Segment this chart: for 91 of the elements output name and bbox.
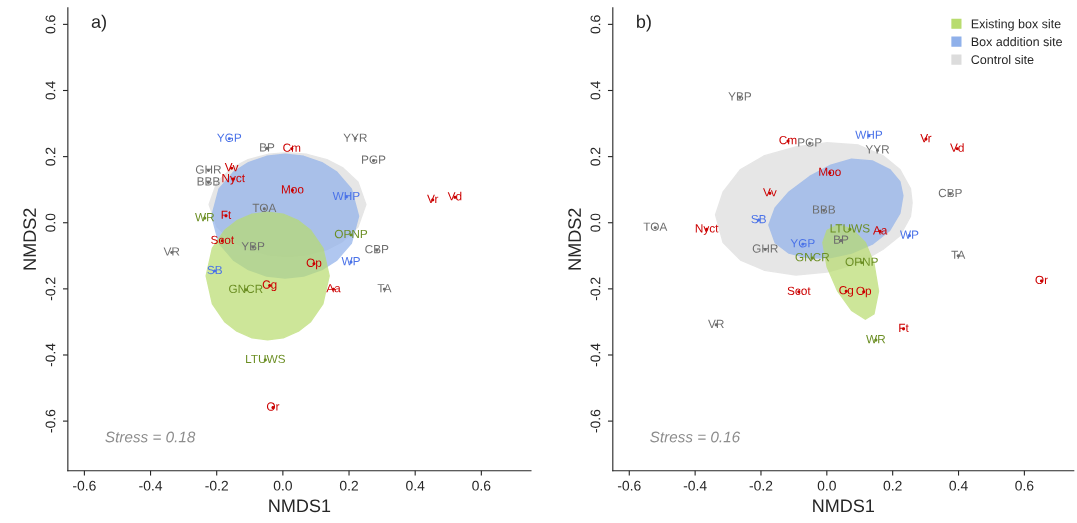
data-label: YGP [217, 133, 242, 142]
y-tick-label: 0.2 [45, 147, 56, 166]
data-label: GHR [752, 244, 778, 253]
y-tick-label: -0.2 [45, 277, 56, 301]
annotation: Stress = 0.18 [105, 431, 196, 443]
data-label: LTUWS [830, 224, 870, 233]
data-label: CBP [365, 244, 389, 254]
x-tick-label: 0.4 [949, 480, 968, 491]
x-tick-label: -0.2 [205, 480, 228, 491]
data-label: PGP [362, 155, 386, 164]
x-tick-label: 0.6 [472, 480, 491, 491]
data-label: YGP [790, 239, 815, 248]
x-tick-label: -0.6 [73, 480, 96, 491]
data-label: Vv [224, 163, 239, 172]
data-label: WP [900, 230, 919, 239]
data-label: BBB [197, 177, 220, 186]
data-label: Op [856, 286, 872, 298]
data-label: Aa [326, 284, 341, 293]
data-label: GHR [195, 165, 222, 174]
y-tick-label: 0.6 [590, 15, 601, 34]
data-label: Cm [779, 135, 797, 145]
x-tick-label: 0.2 [883, 480, 902, 491]
x-axis-title: NMDS1 [813, 499, 875, 513]
chart-title: a) [91, 14, 106, 32]
data-label: TOA [252, 203, 277, 213]
x-axis-title: NMDS1 [269, 499, 331, 513]
data-label: Vv [763, 188, 777, 197]
data-label: BP [834, 235, 849, 244]
data-label: TA [951, 250, 966, 259]
y-tick-label: 0.0 [590, 213, 601, 232]
legend-label: Existing box site [971, 19, 1061, 31]
x-tick-label: -0.4 [683, 480, 707, 491]
y-tick-label: 0.4 [45, 81, 56, 100]
data-label: Moo [819, 167, 841, 176]
data-label: Aa [872, 226, 888, 235]
data-label: Cg [839, 285, 854, 297]
data-label: Vd [447, 191, 462, 201]
y-axis-title: NMDS2 [23, 208, 37, 270]
data-label: VR [163, 247, 180, 256]
data-label: Nyct [222, 174, 245, 185]
y-tick-label: -0.2 [590, 277, 601, 301]
annotation: Stress = 0.16 [650, 431, 741, 443]
data-label: Cg [262, 280, 277, 292]
data-label: WHP [855, 130, 883, 139]
data-label: OPNP [334, 229, 368, 239]
y-axis-title: NMDS2 [568, 208, 582, 270]
y-tick-label: -0.6 [590, 409, 601, 433]
data-label: Scot [787, 286, 811, 296]
data-label: VR [708, 319, 724, 328]
data-label: YYR [865, 145, 890, 154]
data-label: WP [341, 257, 360, 266]
x-tick-label: -0.4 [139, 480, 163, 491]
y-tick-label: 0.0 [45, 213, 56, 232]
data-label: WR [866, 335, 886, 344]
data-label: WR [195, 213, 215, 222]
data-label: Nyct [695, 224, 719, 235]
data-label: Or [1035, 275, 1048, 285]
data-label: YBP [241, 242, 265, 251]
x-tick-label: 0.0 [273, 480, 292, 491]
data-label: TOA [643, 222, 668, 231]
y-tick-label: 0.2 [590, 147, 601, 166]
x-tick-label: -0.6 [617, 480, 641, 491]
legend-label: Control site [971, 54, 1034, 65]
legend-label: Box addition site [971, 37, 1062, 47]
data-label: SB [207, 265, 222, 275]
x-tick-label: 0.0 [817, 480, 836, 491]
data-label: Or [266, 402, 280, 411]
data-label: SB [751, 214, 766, 224]
x-tick-label: -0.2 [749, 480, 773, 491]
chart-title: b) [637, 14, 651, 32]
x-tick-label: 0.2 [339, 480, 358, 491]
data-label: CBP [938, 188, 962, 198]
y-tick-label: -0.4 [45, 343, 56, 367]
data-label: GNCR [795, 252, 830, 262]
data-label: LTUWS [246, 354, 286, 364]
data-label: GNCR [229, 284, 263, 294]
data-label: BBB [813, 205, 836, 214]
y-tick-label: -0.4 [590, 343, 601, 367]
x-tick-label: 0.4 [406, 480, 425, 491]
data-label: BP [260, 143, 275, 152]
data-label: YBP [728, 92, 752, 101]
data-label: Cm [283, 143, 301, 152]
y-tick-label: 0.6 [45, 15, 56, 34]
y-tick-label: -0.6 [45, 409, 56, 433]
data-label: Scot [211, 235, 235, 245]
y-tick-label: 0.4 [590, 81, 601, 100]
data-label: Moo [281, 185, 304, 194]
data-label: TA [377, 284, 392, 293]
data-label: Vd [950, 143, 964, 152]
x-tick-label: 0.6 [1015, 480, 1034, 491]
data-label: PGP [798, 138, 822, 147]
